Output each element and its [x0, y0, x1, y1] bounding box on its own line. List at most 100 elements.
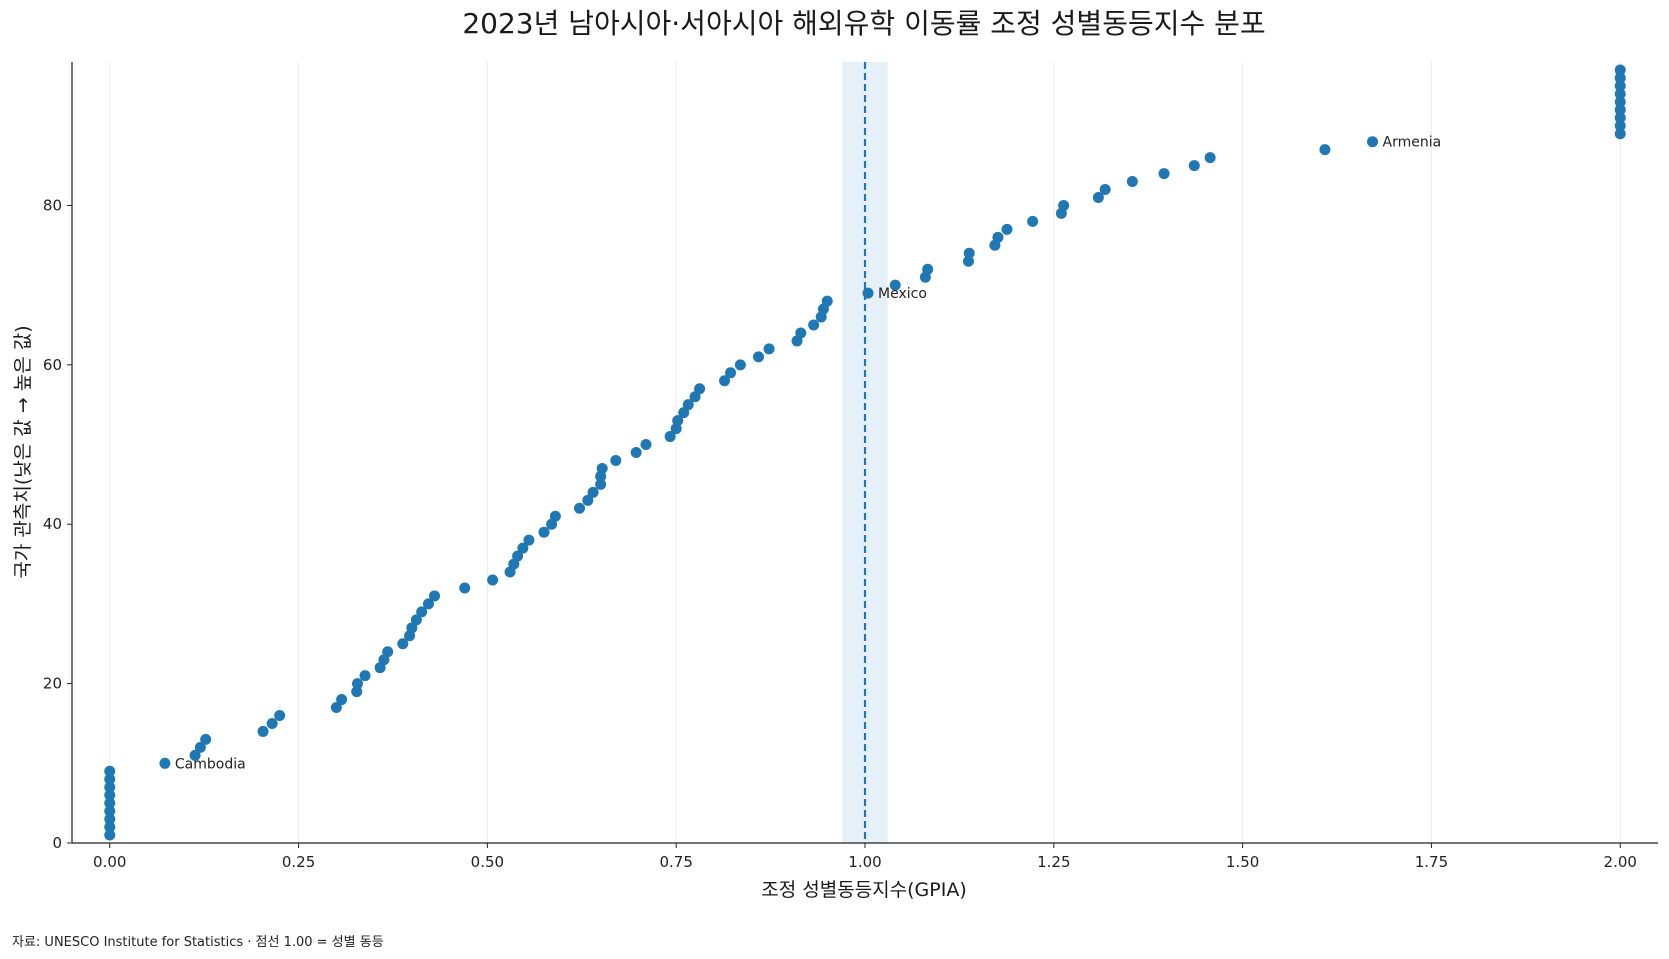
data-point-82: [1126, 176, 1138, 188]
data-point-18: [351, 686, 363, 698]
data-point-41: [574, 502, 586, 514]
data-point-84: [1188, 160, 1200, 172]
data-point-35: [512, 550, 524, 562]
x-tick-label-4: 1.00: [848, 853, 881, 871]
data-point-4: [104, 797, 116, 809]
x-tick-label-2: 0.50: [471, 853, 504, 871]
data-point-79: [1058, 199, 1070, 211]
data-point-30: [429, 590, 441, 602]
data-point-15: [274, 709, 286, 721]
data-point-49: [640, 439, 652, 451]
data-point-23: [382, 646, 394, 658]
data-point-52: [672, 415, 684, 427]
data-point-8: [104, 765, 116, 777]
data-point-80: [1092, 191, 1104, 203]
data-point-76: [1001, 223, 1013, 235]
data-point-90: [1614, 112, 1626, 124]
y-axis-ticks: 0 20 40 60 80: [43, 196, 72, 852]
data-point-17: [336, 694, 348, 706]
data-point-56: [694, 383, 706, 395]
data-point-72: [962, 255, 974, 267]
data-point-96: [1614, 64, 1626, 76]
data-point-53: [678, 407, 690, 419]
data-point-67: [821, 295, 833, 307]
data-point-83: [1158, 168, 1170, 180]
data-point-68: [862, 287, 874, 299]
data-point-43: [587, 486, 599, 498]
annotation-mexico: Mexico: [878, 286, 927, 302]
data-point-71: [922, 263, 934, 275]
data-points: [104, 64, 1626, 841]
data-point-24: [397, 638, 409, 650]
data-point-10: [189, 749, 201, 761]
data-point-11: [194, 741, 206, 753]
data-point-3: [104, 805, 116, 817]
data-point-91: [1614, 104, 1626, 116]
x-tick-label-1: 0.25: [282, 853, 315, 871]
data-point-60: [753, 351, 765, 363]
data-point-64: [808, 319, 820, 331]
data-point-46: [596, 462, 608, 474]
data-point-87: [1367, 136, 1379, 148]
data-point-27: [410, 614, 422, 626]
data-point-55: [689, 391, 701, 403]
data-point-5: [104, 789, 116, 801]
x-tick-label-3: 0.75: [659, 853, 692, 871]
data-point-73: [963, 247, 975, 259]
data-point-88: [1614, 128, 1626, 140]
data-point-59: [734, 359, 746, 371]
data-point-57: [719, 375, 731, 387]
data-point-61: [763, 343, 775, 355]
data-point-13: [257, 725, 269, 737]
data-point-86: [1319, 144, 1331, 156]
y-tick-label-4: 80: [43, 196, 62, 214]
data-point-94: [1614, 80, 1626, 92]
y-tick-label-1: 20: [43, 675, 62, 693]
source-note: 자료: UNESCO Institute for Statistics · 점선…: [12, 935, 384, 950]
x-tick-label-7: 1.75: [1415, 853, 1448, 871]
point-annotations: Cambodia Mexico Armenia: [175, 135, 1441, 773]
x-tick-label-0: 0.00: [93, 853, 126, 871]
data-point-50: [664, 431, 676, 443]
data-point-89: [1614, 120, 1626, 132]
x-tick-label-8: 2.00: [1604, 853, 1637, 871]
y-tick-label-2: 40: [43, 515, 62, 533]
data-point-38: [538, 526, 550, 538]
data-point-93: [1614, 88, 1626, 100]
data-point-69: [889, 279, 901, 291]
data-point-95: [1614, 72, 1626, 84]
data-point-42: [582, 494, 594, 506]
data-point-63: [795, 327, 807, 339]
data-point-20: [359, 670, 371, 682]
data-point-29: [422, 598, 434, 610]
y-tick-label-0: 0: [52, 834, 62, 852]
y-axis-label: 국가 관측치(낮은 값 → 높은 값): [12, 325, 34, 578]
data-point-36: [517, 542, 529, 554]
data-point-40: [549, 510, 561, 522]
data-point-28: [416, 606, 428, 618]
annotation-cambodia: Cambodia: [175, 756, 246, 772]
data-point-9: [159, 757, 171, 769]
chart-title: 2023년 남아시아·서아시아 해외유학 이동률 조정 성별동등지수 분포: [462, 7, 1265, 40]
data-point-81: [1099, 184, 1111, 196]
data-point-19: [351, 678, 363, 690]
y-tick-label-3: 60: [43, 356, 62, 374]
data-point-14: [266, 717, 278, 729]
data-point-7: [104, 773, 116, 785]
x-tick-label-6: 1.50: [1226, 853, 1259, 871]
data-point-47: [610, 454, 622, 466]
data-point-58: [725, 367, 737, 379]
x-axis-ticks: 0.00 0.25 0.50 0.75 1.00 1.25 1.50 1.75 2.00: [93, 843, 1637, 871]
data-point-31: [459, 582, 471, 594]
data-point-54: [682, 399, 694, 411]
data-point-0: [104, 829, 116, 841]
data-point-2: [104, 813, 116, 825]
data-point-75: [992, 231, 1004, 243]
data-point-77: [1027, 215, 1039, 227]
data-point-92: [1614, 96, 1626, 108]
data-point-32: [487, 574, 499, 586]
x-axis-label: 조정 성별동등지수(GPIA): [761, 879, 967, 901]
x-tick-label-5: 1.25: [1037, 853, 1070, 871]
data-point-6: [104, 781, 116, 793]
